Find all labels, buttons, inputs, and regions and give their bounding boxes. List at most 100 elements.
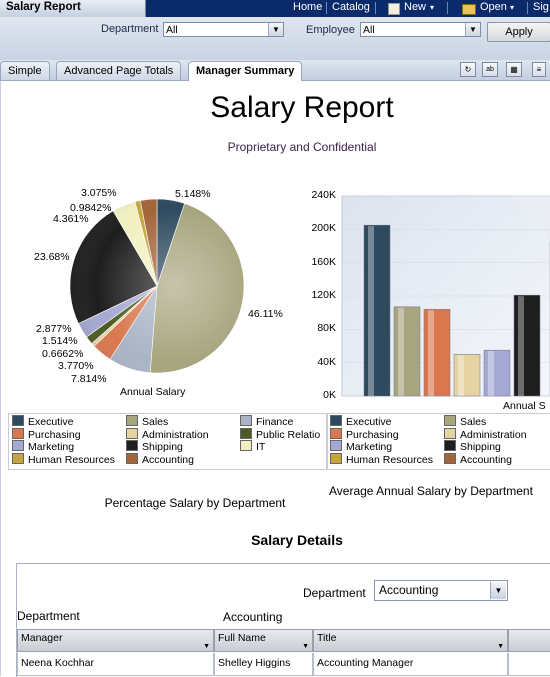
nav-sign[interactable]: Sig [533, 1, 549, 13]
tab-manager-summary[interactable]: Manager Summary [188, 61, 303, 81]
tab-simple[interactable]: Simple [0, 61, 50, 80]
nav-home[interactable]: Home [293, 1, 323, 13]
column-header-more[interactable] [508, 629, 550, 652]
pie-label: 0.6662% [42, 348, 84, 360]
details-department-value: Accounting [379, 583, 439, 597]
legend-label: Marketing [346, 441, 393, 453]
column-header-manager[interactable]: Manager ▼ [17, 629, 214, 652]
bar-legend [326, 413, 550, 470]
bar[interactable] [453, 354, 481, 397]
bar-highlight [398, 307, 404, 396]
table-cell-title: Accounting Manager [313, 653, 508, 676]
legend-label: Purchasing [28, 428, 81, 441]
legend-label: Executive [28, 416, 74, 428]
chevron-down-icon: ▼ [490, 582, 506, 599]
app-title-tab: Salary Report [0, 0, 146, 17]
nav-separator [447, 2, 448, 14]
column-header-full-name[interactable]: Full Name ▼ [214, 629, 313, 652]
chevron-down-icon: ▾ [430, 3, 435, 12]
legend-label: Finance [256, 416, 294, 428]
legend-label: Accounting [142, 453, 194, 466]
folder-icon [462, 4, 476, 15]
sort-icon: ▼ [302, 643, 309, 650]
department-filter-select[interactable]: All ▼ [163, 22, 284, 37]
bar[interactable] [393, 306, 421, 397]
legend-swatch [12, 440, 24, 451]
nav-new[interactable]: New [404, 1, 427, 13]
plot-decoration [510, 196, 550, 278]
legend-swatch [12, 452, 24, 464]
pie-label: 3.075% [81, 187, 117, 199]
legend-item: Executive [12, 415, 74, 428]
pie-label: 3.770% [58, 360, 94, 372]
legend-item: IT [240, 440, 265, 453]
employee-filter-label: Employee [306, 24, 355, 36]
nav-open[interactable]: Open [480, 1, 507, 13]
column-header-title[interactable]: Title ▼ [313, 629, 508, 652]
legend-swatch [126, 452, 138, 464]
legend-label: Sales [460, 416, 487, 428]
pie-label: 0.9842% [70, 202, 112, 214]
chevron-down-icon: ▼ [268, 23, 283, 36]
legend-item: Sales [444, 415, 486, 428]
pie-label: 46.11% [248, 308, 283, 320]
apply-button[interactable]: Apply [487, 22, 550, 42]
legend-item: Finance [240, 415, 293, 428]
sort-icon: ▼ [497, 643, 504, 650]
details-department-label: Department [303, 586, 366, 600]
bar-caption: Average Annual Salary by Department [329, 484, 533, 498]
legend-label: Marketing [28, 441, 75, 453]
bar[interactable] [423, 309, 451, 397]
tab-advanced-page-totals[interactable]: Advanced Page Totals [56, 61, 182, 80]
legend-item: Executive [330, 415, 392, 428]
layout-icon[interactable]: ▦ [506, 62, 522, 77]
list-menu-icon[interactable]: ≡ [532, 62, 546, 77]
bar-marks [363, 224, 541, 397]
legend-swatch [444, 440, 456, 451]
view-icon[interactable]: ab [482, 62, 498, 77]
legend-item: Marketing [12, 440, 74, 453]
group-value: Accounting [223, 610, 283, 624]
legend-item: Administration [126, 427, 209, 441]
salary-details-panel [16, 563, 550, 677]
pie-label: 1.514% [42, 335, 78, 347]
bar[interactable] [513, 294, 541, 397]
pie-label: 23.68% [34, 251, 70, 263]
legend-swatch [330, 427, 342, 439]
legend-label: Executive [346, 416, 392, 428]
legend-item: Human Resources [330, 452, 433, 466]
legend-item: Sales [126, 415, 168, 428]
nav-separator [326, 2, 327, 14]
legend-swatch [126, 440, 138, 451]
legend-swatch [126, 427, 138, 439]
legend-label: Public Relatio [256, 428, 320, 441]
legend-label: Administration [142, 428, 209, 441]
nav-separator [375, 2, 376, 14]
legend-item: Purchasing [330, 427, 399, 441]
pie-caption: Percentage Salary by Department [104, 496, 286, 510]
table-cell-full-name: Shelley Higgins [214, 653, 313, 676]
salary-details-title: Salary Details [251, 532, 343, 548]
column-header-label: Title [317, 632, 337, 644]
legend-swatch [444, 452, 456, 464]
employee-filter-select[interactable]: All ▼ [360, 22, 481, 37]
bar[interactable] [483, 349, 511, 397]
table-cell-manager: Neena Kochhar [17, 653, 214, 676]
y-tick-label: 80K [317, 322, 336, 335]
bar-highlight [458, 355, 464, 396]
y-tick-label: 240K [311, 189, 336, 201]
details-department-select[interactable]: Accounting ▼ [374, 580, 508, 601]
legend-swatch [444, 415, 456, 426]
legend-swatch [330, 440, 342, 451]
y-tick-label: 0K [323, 389, 336, 401]
department-filter-label: Department [101, 23, 159, 35]
bar[interactable] [363, 224, 391, 397]
report-subtitle: Proprietary and Confidential [227, 140, 377, 154]
nav-catalog[interactable]: Catalog [332, 1, 370, 13]
legend-item: Purchasing [12, 427, 81, 441]
bar-highlight [368, 226, 374, 396]
pie-label: 5.148% [175, 188, 211, 200]
refresh-icon[interactable]: ↻ [460, 62, 476, 77]
y-tick-label: 120K [311, 289, 336, 301]
legend-item: Marketing [330, 440, 392, 453]
